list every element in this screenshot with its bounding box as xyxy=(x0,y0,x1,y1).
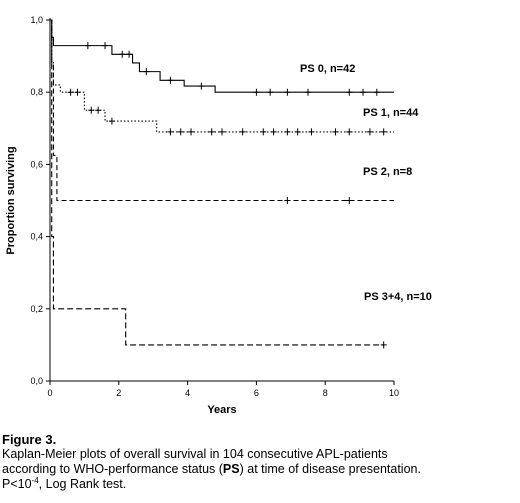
labels-layer: PS 0, n=42 PS 1, n=44 PS 2, n=8 PS 3+4, n=1… xyxy=(300,63,432,303)
caption-line-3-sup: -4 xyxy=(31,475,39,485)
series-2 xyxy=(50,19,394,204)
censor-mark xyxy=(260,128,267,136)
censor-mark xyxy=(177,128,184,136)
censor-mark xyxy=(84,42,91,50)
y-tick-label: 0,0 xyxy=(30,376,43,386)
series-1 xyxy=(50,19,394,136)
axes: 0,0 0,2 0,4 0,6 0,8 1,0 0 2 4 6 8 10 Years Proportion… xyxy=(5,15,399,416)
caption-line-2-prefix: according to WHO-performance status ( xyxy=(2,462,223,476)
censor-mark xyxy=(167,128,174,136)
series-label: PS 2, n=8 xyxy=(363,166,412,178)
x-tick-label: 2 xyxy=(116,388,121,398)
censor-mark xyxy=(380,128,387,136)
series-label: PS 0, n=42 xyxy=(300,63,355,75)
censor-mark xyxy=(366,128,373,136)
censor-mark xyxy=(305,88,311,96)
x-tick-label: 8 xyxy=(323,388,328,398)
survival-chart: 0,0 0,2 0,4 0,6 0,8 1,0 0 2 4 6 8 10 Years Proportion… xyxy=(5,15,432,416)
x-axis-title: Years xyxy=(207,404,236,416)
x-tick-label: 4 xyxy=(185,388,190,398)
censor-mark xyxy=(284,88,291,96)
y-tick-label: 0,6 xyxy=(30,159,43,169)
censor-mark xyxy=(188,128,195,136)
y-tick-label: 0,4 xyxy=(30,232,43,242)
caption-line-3-prefix: P<10 xyxy=(2,477,32,491)
censor-mark xyxy=(126,50,133,58)
censor-mark xyxy=(219,128,225,136)
censor-mark xyxy=(102,42,109,50)
y-axis-title: Proportion surviving xyxy=(5,146,17,254)
censor-mark xyxy=(167,76,174,84)
censor-mark xyxy=(308,128,315,136)
censor-mark xyxy=(88,106,95,114)
caption-title: Figure 3. xyxy=(2,432,57,447)
y-tick-label: 0,8 xyxy=(30,87,43,97)
censor-mark xyxy=(346,197,353,204)
y-tick-label: 1,0 xyxy=(30,15,43,25)
series-line xyxy=(50,19,394,202)
censor-mark xyxy=(270,128,277,136)
censor-mark xyxy=(284,197,291,204)
censor-mark xyxy=(67,88,74,96)
series-line xyxy=(50,19,394,133)
censor-mark xyxy=(239,128,246,136)
censor-mark xyxy=(267,88,274,96)
caption-line-2-bold: PS xyxy=(222,462,240,476)
censor-mark xyxy=(332,128,339,136)
censor-mark xyxy=(208,128,215,136)
caption-line-2-suffix: ) at time of disease presentation. xyxy=(239,462,421,476)
caption-line-3-suffix: , Log Rank test. xyxy=(38,477,127,491)
series-line xyxy=(50,19,394,93)
censor-mark xyxy=(284,128,291,136)
x-tick-label: 6 xyxy=(254,388,259,398)
censor-mark xyxy=(95,106,102,114)
censor-mark xyxy=(294,128,301,136)
x-tick-label: 0 xyxy=(47,388,52,398)
censor-mark xyxy=(253,88,260,96)
censor-mark xyxy=(74,88,81,96)
series-3 xyxy=(50,19,387,349)
censor-mark xyxy=(198,82,205,90)
caption-line-1: Kaplan-Meier plots of overall survival i… xyxy=(2,447,388,461)
censor-mark xyxy=(143,68,150,76)
figure-caption: Figure 3. Kaplan-Meier plots of overall … xyxy=(2,432,518,492)
x-tick-label: 10 xyxy=(389,388,399,398)
censor-mark xyxy=(373,88,380,96)
series-layer xyxy=(50,19,394,349)
series-0 xyxy=(50,19,394,96)
censor-mark xyxy=(346,128,353,136)
censor-mark xyxy=(360,88,367,96)
censor-mark xyxy=(108,117,115,125)
censor-mark xyxy=(119,50,126,58)
series-label: PS 3+4, n=10 xyxy=(364,291,432,303)
series-line xyxy=(50,19,384,346)
censor-mark xyxy=(380,341,387,349)
series-label: PS 1, n=44 xyxy=(363,107,419,119)
censor-mark xyxy=(346,88,353,96)
y-tick-label: 0,2 xyxy=(30,304,43,314)
